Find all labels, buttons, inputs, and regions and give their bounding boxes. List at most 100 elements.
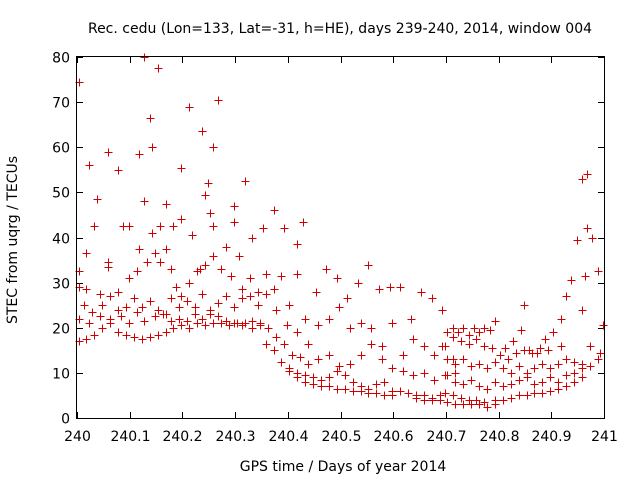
data-point bbox=[283, 321, 292, 330]
data-point bbox=[214, 96, 223, 105]
data-point bbox=[185, 324, 194, 333]
data-point bbox=[238, 294, 247, 303]
data-point bbox=[578, 364, 587, 373]
data-point bbox=[325, 382, 334, 391]
data-point bbox=[177, 321, 186, 330]
data-point bbox=[454, 328, 463, 337]
y-tick-label: 70 bbox=[52, 96, 70, 112]
data-point bbox=[285, 367, 294, 376]
data-point bbox=[177, 292, 186, 301]
data-point bbox=[230, 218, 239, 227]
data-point bbox=[167, 265, 176, 274]
data-point bbox=[270, 346, 279, 355]
data-point bbox=[449, 333, 458, 342]
data-point bbox=[185, 279, 194, 288]
x-tick-label: 240 bbox=[64, 429, 91, 445]
data-point bbox=[235, 252, 244, 261]
data-point bbox=[512, 349, 521, 358]
data-point bbox=[491, 317, 500, 326]
data-point bbox=[90, 331, 99, 340]
data-point bbox=[169, 324, 178, 333]
data-point bbox=[293, 328, 302, 337]
data-point bbox=[230, 202, 239, 211]
data-point bbox=[262, 340, 271, 349]
data-point bbox=[135, 150, 144, 159]
data-point bbox=[280, 224, 289, 233]
data-point bbox=[246, 274, 255, 283]
data-point bbox=[259, 224, 268, 233]
data-point bbox=[85, 161, 94, 170]
data-point bbox=[143, 258, 152, 267]
data-point bbox=[209, 319, 218, 328]
data-point bbox=[499, 382, 508, 391]
data-point bbox=[596, 349, 605, 358]
x-tick-label: 240.4 bbox=[268, 429, 308, 445]
data-point bbox=[133, 308, 142, 317]
data-point bbox=[557, 315, 566, 324]
data-point bbox=[270, 206, 279, 215]
data-point bbox=[188, 231, 197, 240]
data-point bbox=[588, 234, 597, 243]
x-tick-label: 240.9 bbox=[531, 429, 571, 445]
data-point bbox=[254, 288, 263, 297]
data-point bbox=[312, 288, 321, 297]
data-point bbox=[491, 396, 500, 405]
data-point bbox=[198, 290, 207, 299]
data-point bbox=[486, 326, 495, 335]
data-point bbox=[472, 335, 481, 344]
y-tick-label: 10 bbox=[52, 367, 70, 383]
data-point bbox=[333, 385, 342, 394]
data-point bbox=[346, 324, 355, 333]
data-point bbox=[177, 164, 186, 173]
data-point bbox=[325, 373, 334, 382]
data-point bbox=[156, 222, 165, 231]
data-point bbox=[314, 355, 323, 364]
data-point bbox=[80, 301, 89, 310]
data-point bbox=[409, 335, 418, 344]
data-point bbox=[570, 378, 579, 387]
data-point bbox=[325, 351, 334, 360]
data-point bbox=[364, 261, 373, 270]
data-point bbox=[217, 265, 226, 274]
data-point bbox=[517, 326, 526, 335]
data-point bbox=[396, 387, 405, 396]
data-point bbox=[82, 335, 91, 344]
x-tick-label: 240.5 bbox=[321, 429, 361, 445]
data-point bbox=[451, 400, 460, 409]
data-point bbox=[457, 394, 466, 403]
data-point bbox=[428, 396, 437, 405]
data-point bbox=[541, 335, 550, 344]
data-point bbox=[420, 369, 429, 378]
data-point bbox=[475, 360, 484, 369]
x-tick-label: 240.3 bbox=[215, 429, 255, 445]
data-point bbox=[538, 360, 547, 369]
data-point bbox=[554, 378, 563, 387]
data-point bbox=[465, 331, 474, 340]
data-point bbox=[238, 285, 247, 294]
data-point bbox=[130, 333, 139, 342]
data-point bbox=[264, 324, 273, 333]
data-point bbox=[562, 355, 571, 364]
data-point bbox=[309, 380, 318, 389]
data-point bbox=[430, 376, 439, 385]
data-point bbox=[364, 389, 373, 398]
data-point bbox=[177, 215, 186, 224]
data-point bbox=[372, 380, 381, 389]
data-point bbox=[483, 364, 492, 373]
data-point bbox=[457, 337, 466, 346]
data-point bbox=[309, 373, 318, 382]
data-point bbox=[206, 209, 215, 218]
data-point bbox=[562, 371, 571, 380]
data-point bbox=[459, 400, 468, 409]
data-point bbox=[520, 301, 529, 310]
data-point bbox=[346, 360, 355, 369]
data-point bbox=[262, 270, 271, 279]
data-point bbox=[499, 396, 508, 405]
data-point bbox=[470, 324, 479, 333]
data-point bbox=[88, 308, 97, 317]
data-point bbox=[372, 389, 381, 398]
data-point bbox=[459, 355, 468, 364]
data-point bbox=[117, 312, 126, 321]
data-point bbox=[428, 294, 437, 303]
